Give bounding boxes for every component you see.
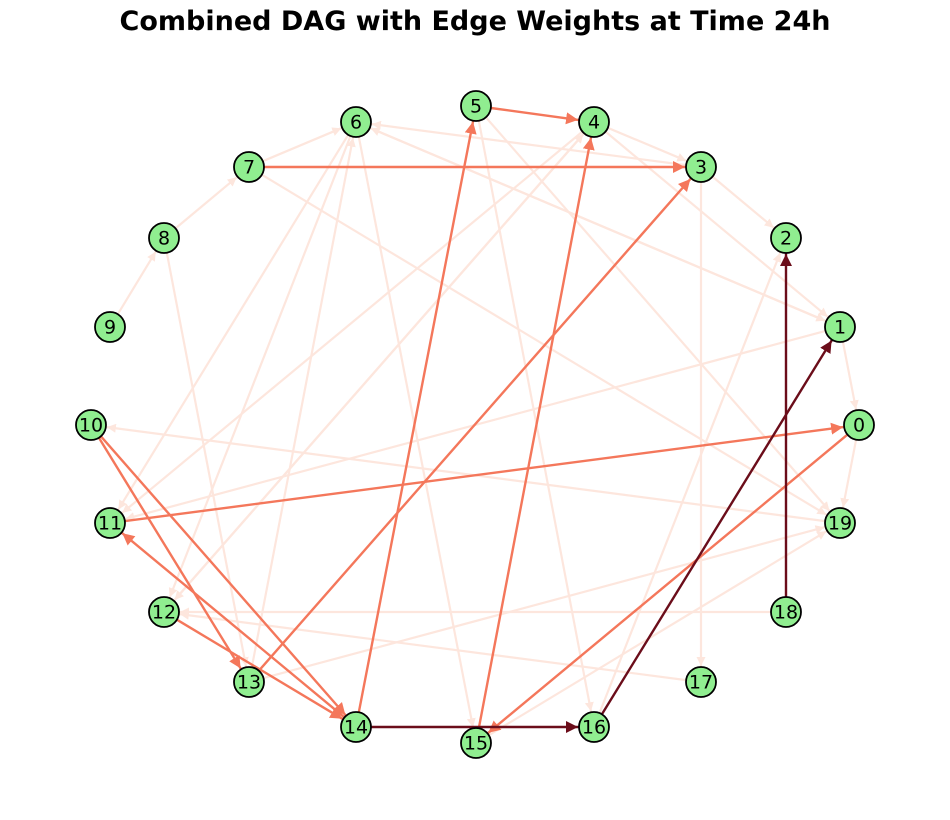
node-label: 4 [588, 112, 600, 134]
edge-0-to-19 [840, 438, 858, 509]
edges-layer [97, 106, 859, 737]
edge-13-to-3 [257, 177, 692, 672]
node-circle [685, 151, 717, 183]
edge-4-to-11 [121, 130, 584, 514]
node-label: 13 [237, 672, 261, 694]
node-5: 5 [460, 90, 492, 122]
node-13: 13 [233, 666, 265, 698]
node-label: 18 [774, 602, 798, 624]
edge-10-to-14 [99, 435, 347, 717]
edge-15-to-19 [487, 530, 828, 737]
node-19: 19 [824, 507, 856, 539]
node-label: 6 [350, 112, 362, 134]
node-18: 18 [770, 596, 802, 628]
node-circle [340, 711, 372, 743]
chart-title: Combined DAG with Edge Weights at Time 2… [119, 6, 831, 37]
node-label: 5 [470, 96, 482, 118]
edge-0-to-15 [487, 433, 849, 734]
edge-1-to-0 [841, 340, 859, 411]
node-circle [824, 507, 856, 539]
node-circle [148, 222, 180, 254]
node-circle [94, 311, 126, 343]
node-label: 1 [834, 317, 846, 339]
edge-8-to-7 [174, 176, 238, 230]
edge-13-to-6 [250, 136, 356, 669]
node-label: 11 [98, 513, 122, 535]
edge-6-to-12 [168, 134, 352, 599]
edge-10-to-13 [97, 436, 242, 670]
node-0: 0 [843, 409, 875, 441]
edge-8-to-13 [165, 251, 249, 668]
node-label: 12 [152, 602, 176, 624]
node-label: 10 [79, 415, 103, 437]
edge-14-to-5 [357, 120, 477, 714]
edge-9-to-8 [116, 250, 157, 316]
node-circle [685, 666, 717, 698]
node-1: 1 [824, 311, 856, 343]
node-circle [578, 711, 610, 743]
edge-19-to-10 [105, 423, 827, 523]
edge-16-to-2 [598, 251, 782, 715]
edge-16-to-1 [600, 339, 833, 716]
edge-3-to-6 [370, 120, 688, 167]
edge-5-to-16 [477, 119, 594, 713]
node-circle [233, 666, 265, 698]
node-label: 17 [689, 672, 713, 694]
node-2: 2 [770, 222, 802, 254]
node-label: 16 [582, 717, 606, 739]
node-circle [94, 507, 126, 539]
edge-4-to-1 [604, 130, 829, 318]
edge-14-to-11 [121, 532, 346, 719]
edge-11-to-0 [123, 422, 845, 523]
edge-17-to-12 [178, 610, 688, 682]
node-circle [460, 727, 492, 759]
node-7: 7 [233, 151, 265, 183]
node-label: 0 [853, 415, 865, 437]
node-12: 12 [148, 596, 180, 628]
edge-5-to-4 [489, 106, 580, 125]
node-circle [340, 106, 372, 138]
edge-6-to-15 [357, 135, 476, 729]
node-11: 11 [94, 507, 126, 539]
edge-12-to-14 [175, 618, 344, 720]
edge-6-to-11 [117, 133, 350, 511]
edge-3-to-2 [711, 175, 775, 229]
node-circle [75, 409, 107, 441]
node-10: 10 [75, 409, 107, 441]
node-17: 17 [685, 666, 717, 698]
edge-12-to-4 [172, 132, 585, 602]
node-label: 3 [695, 157, 707, 179]
node-3: 3 [685, 151, 717, 183]
node-4: 4 [578, 106, 610, 138]
edge-15-to-4 [477, 136, 595, 730]
node-circle [148, 596, 180, 628]
node-15: 15 [460, 727, 492, 759]
edge-13-to-19 [262, 525, 826, 680]
edge-4-to-3 [606, 126, 688, 162]
node-label: 14 [344, 717, 368, 739]
node-circle [824, 311, 856, 343]
edge-1-to-6 [369, 127, 828, 323]
node-label: 9 [104, 317, 116, 339]
node-8: 8 [148, 222, 180, 254]
edge-5-to-19 [484, 116, 831, 512]
node-circle [770, 596, 802, 628]
node-label: 2 [780, 228, 792, 250]
node-label: 8 [158, 228, 170, 250]
node-circle [233, 151, 265, 183]
node-6: 6 [340, 106, 372, 138]
node-label: 15 [464, 733, 488, 755]
node-circle [460, 90, 492, 122]
node-circle [770, 222, 802, 254]
edge-7-to-6 [261, 127, 343, 163]
node-label: 19 [828, 513, 852, 535]
node-circle [843, 409, 875, 441]
node-circle [578, 106, 610, 138]
node-16: 16 [578, 711, 610, 743]
node-label: 7 [243, 157, 255, 179]
node-9: 9 [94, 311, 126, 343]
node-14: 14 [340, 711, 372, 743]
